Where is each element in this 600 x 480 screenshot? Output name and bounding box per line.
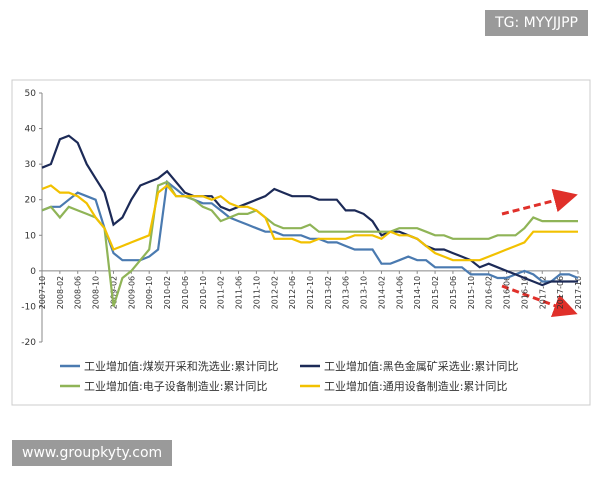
x-tick-label: 2016-10 bbox=[520, 276, 529, 309]
series-line bbox=[41, 179, 579, 283]
x-tick-label: 2011-10 bbox=[252, 276, 261, 309]
x-tick-label: 2011-02 bbox=[217, 276, 226, 309]
legend-label: 工业增加值:黑色金属矿采选业:累计同比 bbox=[324, 359, 518, 373]
x-tick-label: 2015-10 bbox=[467, 276, 476, 309]
y-tick-label: -10 bbox=[21, 302, 36, 312]
x-tick-label: 2017-10 bbox=[574, 276, 583, 309]
legend-label: 工业增加值:电子设备制造业:累计同比 bbox=[84, 379, 267, 393]
legend-label: 工业增加值:煤炭开采和洗选业:累计同比 bbox=[84, 359, 278, 373]
series-line bbox=[41, 183, 578, 262]
y-tick-label: 10 bbox=[25, 231, 37, 241]
x-tick-label: 2014-02 bbox=[377, 276, 386, 309]
y-tick-label: 20 bbox=[25, 196, 37, 206]
x-tick-label: 2009-10 bbox=[145, 276, 154, 309]
watermark: www.groupkyty.com bbox=[12, 440, 173, 466]
y-tick-label: 30 bbox=[25, 160, 37, 170]
x-tick-label: 2013-10 bbox=[360, 276, 369, 309]
y-tick-label: 40 bbox=[25, 125, 37, 135]
x-tick-label: 2010-06 bbox=[181, 276, 190, 309]
x-tick-label: 2017-02 bbox=[538, 276, 547, 309]
x-tick-label: 2012-02 bbox=[270, 276, 279, 309]
x-tick-label: 2014-06 bbox=[395, 276, 404, 309]
x-tick-label: 2012-10 bbox=[306, 276, 315, 309]
series-line bbox=[41, 180, 578, 307]
x-tick-label: 2013-06 bbox=[342, 276, 351, 309]
x-tick-label: 2009-02 bbox=[109, 276, 118, 309]
x-tick-label: 2007-10 bbox=[38, 276, 47, 309]
x-tick-label: 2011-06 bbox=[235, 276, 244, 309]
x-tick-label: 2012-06 bbox=[288, 276, 297, 309]
y-tick-label: -20 bbox=[21, 338, 36, 348]
x-tick-label: 2013-02 bbox=[324, 276, 333, 309]
y-tick-label: 50 bbox=[25, 89, 37, 99]
watermark: TG: MYYJJPP bbox=[485, 10, 588, 36]
legend-label: 工业增加值:通用设备制造业:累计同比 bbox=[324, 379, 507, 393]
x-tick-label: 2015-02 bbox=[431, 276, 440, 309]
x-tick-label: 2016-06 bbox=[503, 276, 512, 309]
x-tick-label: 2010-10 bbox=[199, 276, 208, 309]
trend-arrow bbox=[501, 284, 578, 317]
x-tick-label: 2008-10 bbox=[92, 276, 101, 309]
x-tick-label: 2014-10 bbox=[413, 276, 422, 309]
x-tick-label: 2008-06 bbox=[74, 276, 83, 309]
series-line bbox=[41, 134, 578, 287]
x-tick-label: 2008-02 bbox=[56, 276, 65, 309]
x-tick-label: 2010-02 bbox=[163, 276, 172, 309]
x-tick-label: 2015-06 bbox=[449, 276, 458, 309]
trend-arrow bbox=[501, 188, 578, 216]
x-tick-label: 2017-06 bbox=[556, 276, 565, 309]
x-tick-label: 2016-02 bbox=[485, 276, 494, 309]
x-tick-label: 2009-06 bbox=[127, 276, 136, 309]
y-tick-label: 0 bbox=[30, 267, 36, 277]
